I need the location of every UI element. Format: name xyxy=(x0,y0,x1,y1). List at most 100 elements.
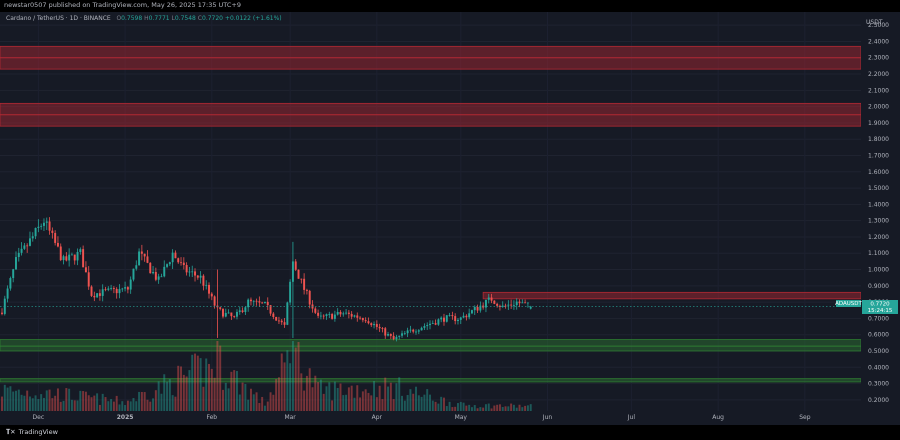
candle xyxy=(501,301,504,308)
candle-body xyxy=(518,301,521,304)
candle-body xyxy=(166,264,169,267)
candle xyxy=(476,304,479,313)
volume-bar xyxy=(233,370,236,411)
candle xyxy=(423,323,426,330)
candle xyxy=(42,218,45,231)
volume-bar xyxy=(230,371,233,411)
volume-bar xyxy=(423,394,426,411)
volume-bar xyxy=(484,404,487,411)
candle xyxy=(381,327,384,333)
volume-bar xyxy=(403,400,406,411)
candle-body xyxy=(210,293,213,297)
candle xyxy=(62,254,65,265)
tradingview-logo[interactable]: 𝐓✕ TradingView xyxy=(6,428,58,437)
candle-body xyxy=(219,307,222,309)
candle xyxy=(286,301,289,326)
price-tick-label: 0.6000 xyxy=(868,332,889,339)
volume-bar xyxy=(107,401,110,411)
volume-bar xyxy=(300,373,303,411)
candle xyxy=(37,219,40,233)
candle xyxy=(59,243,62,262)
volume-bar xyxy=(361,391,364,411)
candle xyxy=(171,249,174,269)
candle xyxy=(305,288,308,295)
volume-bar xyxy=(224,382,227,411)
volume-bar xyxy=(236,370,238,411)
volume-bar xyxy=(378,385,381,411)
candle-body xyxy=(62,256,65,261)
time-tick-label: Feb xyxy=(206,414,217,421)
candle-body xyxy=(484,299,487,308)
candle-body xyxy=(342,313,345,315)
volume-bar xyxy=(510,403,513,411)
volume-bar xyxy=(468,404,471,411)
candle xyxy=(484,299,487,313)
volume-bar xyxy=(180,366,183,411)
candle-body xyxy=(40,225,43,227)
time-axis-bg[interactable] xyxy=(0,411,861,425)
candle xyxy=(445,314,448,323)
volume-bar xyxy=(333,381,336,411)
candle-body xyxy=(490,297,493,301)
price-axis[interactable]: 2.5000 2.4000 2.3000 2.2000 2.1000 2.0000 1.90… xyxy=(866,19,889,404)
volume-bar xyxy=(263,405,266,411)
legend-symbol[interactable]: Cardano / TetherUS · 1D · BINANCE xyxy=(6,15,111,22)
volume-bar xyxy=(524,405,527,411)
candle-body xyxy=(3,298,6,314)
candle-body xyxy=(26,245,29,247)
volume-bar xyxy=(121,401,124,411)
volume-bar xyxy=(168,379,171,411)
volume-bar xyxy=(1,396,3,411)
candle-body xyxy=(171,252,174,263)
candle-body xyxy=(205,284,208,286)
candle xyxy=(526,302,529,308)
candle xyxy=(266,297,269,310)
price-tick-label: 0.9000 xyxy=(868,283,889,290)
candle xyxy=(93,291,96,302)
price-axis-bg[interactable] xyxy=(861,12,900,425)
candle xyxy=(40,223,43,230)
candle-body xyxy=(45,221,48,223)
candle xyxy=(34,227,37,240)
candle xyxy=(333,310,336,322)
candle-body xyxy=(350,313,353,317)
symbol-legend[interactable]: Cardano / TetherUS · 1D · BINANCE O0.759… xyxy=(6,15,282,22)
volume-bar xyxy=(336,387,339,411)
time-tick-label: Aug xyxy=(712,414,724,421)
volume-bar xyxy=(115,395,118,411)
volume-bar xyxy=(171,395,174,411)
candle-body xyxy=(149,262,152,274)
candle-body xyxy=(319,315,322,317)
candle-body xyxy=(356,315,359,318)
time-axis[interactable]: Dec 2025 Feb Mar Apr May Jun Jul Aug Sep xyxy=(33,414,811,421)
candle xyxy=(168,261,171,267)
volume-bar xyxy=(166,381,169,411)
candle-body xyxy=(17,252,20,258)
volume-bar xyxy=(138,391,141,411)
candle xyxy=(115,287,118,299)
candle xyxy=(406,327,409,338)
legend-open: 0.7598 xyxy=(121,15,143,22)
candle xyxy=(65,252,68,262)
volume-bar xyxy=(305,375,308,411)
candle-body xyxy=(305,289,308,291)
candle-body xyxy=(152,272,155,274)
volume-bar xyxy=(194,353,196,411)
candle xyxy=(227,309,230,314)
volume-bar xyxy=(498,404,501,411)
candle xyxy=(417,329,420,335)
candle xyxy=(241,307,244,314)
candle-body xyxy=(182,262,185,266)
candle-body xyxy=(328,314,331,315)
price-tick-label: 1.3000 xyxy=(868,218,889,225)
candle-body xyxy=(280,320,283,323)
candle xyxy=(174,250,177,259)
price-tick-label: 2.5000 xyxy=(868,22,889,29)
candle-body xyxy=(59,246,62,261)
candle-body xyxy=(121,288,124,290)
candle-body xyxy=(199,275,202,278)
candle xyxy=(317,309,320,319)
candle xyxy=(462,312,465,319)
candle xyxy=(456,318,459,325)
